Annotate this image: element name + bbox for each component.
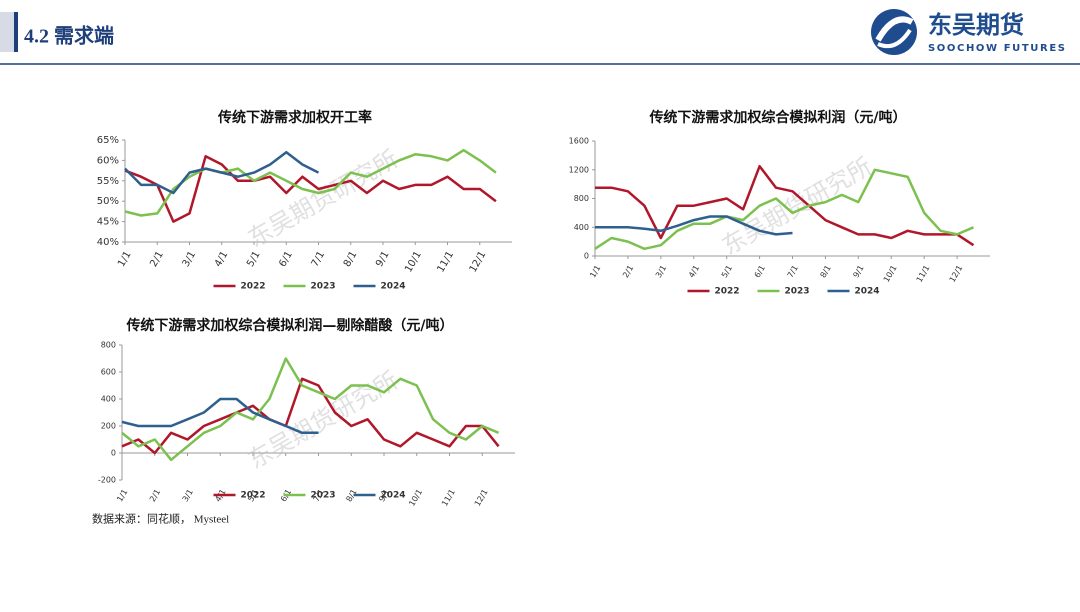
legend-label: 2024: [381, 491, 406, 501]
x-tick-label: 2/1: [148, 488, 162, 504]
x-tick-label: 5/1: [720, 264, 734, 280]
y-tick-label: 45%: [97, 217, 119, 228]
x-tick-label: 11/1: [915, 264, 932, 284]
series-line: [124, 150, 320, 195]
y-tick-label: 55%: [97, 176, 119, 187]
y-tick-label: 800: [574, 194, 589, 203]
x-tick-label: 2/1: [148, 250, 166, 269]
y-tick-label: 40%: [97, 237, 119, 248]
legend-label: 2022: [715, 287, 740, 297]
y-tick-label: 1600: [569, 137, 589, 146]
x-tick-label: 9/1: [374, 250, 392, 269]
x-tick-label: 11/1: [435, 250, 456, 275]
series-line: [121, 397, 319, 435]
x-tick-label: 8/1: [342, 250, 360, 269]
chart-title: 传统下游需求加权综合模拟利润—剔除醋酸（元/吨）: [125, 317, 453, 334]
y-tick-label: 50%: [97, 196, 119, 207]
x-tick-label: 9/1: [851, 264, 865, 280]
y-tick-label: 0: [584, 252, 589, 261]
y-tick-label: 200: [101, 422, 116, 431]
legend-label: 2024: [381, 282, 406, 292]
series-line: [124, 148, 497, 217]
x-tick-label: 10/1: [403, 250, 424, 275]
header-accent: [14, 12, 18, 52]
legend-label: 2022: [241, 491, 266, 501]
x-tick-label: 3/1: [654, 264, 668, 280]
series-line: [595, 215, 793, 236]
y-tick-label: -200: [98, 476, 116, 485]
x-tick-label: 4/1: [687, 264, 701, 280]
x-tick-label: 8/1: [819, 264, 833, 280]
x-tick-label: 12/1: [948, 264, 965, 284]
x-tick-label: 10/1: [882, 264, 899, 284]
x-tick-label: 10/1: [407, 488, 424, 508]
series-line: [124, 155, 497, 223]
x-tick-label: 3/1: [181, 488, 195, 504]
watermark: 东吴期货研究所: [243, 366, 402, 474]
x-tick-label: 5/1: [245, 250, 263, 269]
logo-icon: [871, 9, 917, 55]
y-tick-label: 400: [574, 223, 589, 232]
header-bar: [0, 12, 14, 52]
x-tick-label: 7/1: [310, 250, 328, 269]
source-note: 数据来源：同花顺， Mysteel: [92, 512, 229, 526]
x-tick-label: 11/1: [440, 488, 457, 508]
y-tick-label: 600: [101, 368, 116, 377]
series-line: [595, 164, 975, 247]
x-tick-label: 1/1: [588, 264, 602, 280]
y-tick-label: 800: [101, 341, 116, 350]
x-tick-label: 1/1: [115, 488, 129, 504]
x-tick-label: 4/1: [213, 250, 231, 269]
header-bg: [0, 0, 1080, 64]
y-tick-label: 65%: [97, 135, 119, 146]
series-line: [594, 168, 974, 251]
legend-label: 2022: [241, 282, 266, 292]
y-tick-label: 400: [101, 395, 116, 404]
logo-cn: 东吴期货: [928, 11, 1024, 39]
x-tick-label: 2/1: [621, 264, 635, 280]
watermark: 东吴期货研究所: [243, 145, 402, 253]
watermark: 东吴期货研究所: [717, 152, 876, 260]
x-tick-label: 6/1: [753, 264, 767, 280]
x-tick-label: 3/1: [181, 250, 199, 269]
series-line: [121, 357, 500, 462]
x-tick-label: 12/1: [468, 250, 489, 275]
legend-label: 2023: [785, 287, 810, 297]
y-tick-label: 1200: [569, 165, 589, 174]
legend-label: 2024: [855, 287, 880, 297]
logo-en: SOOCHOW FUTURES: [928, 43, 1067, 54]
legend-label: 2023: [311, 282, 336, 292]
x-tick-label: 1/1: [116, 250, 134, 269]
x-tick-label: 12/1: [473, 488, 490, 508]
chart-title: 传统下游需求加权综合模拟利润（元/吨）: [648, 109, 906, 126]
header-title: 4.2 需求端: [24, 25, 114, 48]
y-tick-label: 60%: [97, 155, 119, 166]
chart-title: 传统下游需求加权开工率: [217, 109, 372, 126]
x-tick-label: 7/1: [786, 264, 800, 280]
series-line: [121, 377, 500, 455]
x-tick-label: 6/1: [277, 250, 295, 269]
y-tick-label: 0: [111, 449, 116, 458]
legend-label: 2023: [311, 491, 336, 501]
